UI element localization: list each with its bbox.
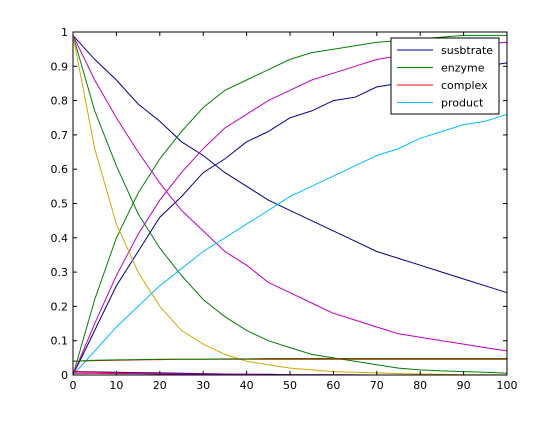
series-line-9: [72, 358, 507, 362]
axes-layer: 0 10 20 30 40 50 60 70 80 90 100 0 0.1 0.2 0.3 0.4 0.5 0.…: [51, 26, 518, 392]
y-tick-label: 0: [61, 369, 68, 382]
x-tick-label: 60: [326, 379, 340, 392]
y-tick-label: 0.6: [51, 163, 69, 176]
y-tick-label: 0.7: [51, 129, 69, 142]
x-tick-label: 20: [153, 379, 167, 392]
y-tick-label: 0.8: [51, 95, 69, 108]
y-tick-label: 0.2: [51, 300, 69, 313]
x-tick-label: 10: [109, 379, 123, 392]
y-tick-label: 0.3: [51, 266, 69, 279]
y-tick-label: 0.9: [51, 60, 69, 73]
x-tick-label: 70: [370, 379, 384, 392]
x-tick-label: 90: [457, 379, 471, 392]
x-tick-label: 80: [413, 379, 427, 392]
series-line-2: [72, 35, 508, 374]
legend-label-3: product: [441, 97, 484, 110]
series-line-6: [72, 35, 508, 376]
x-tick-label: 40: [240, 379, 254, 392]
legend-box: [390, 37, 500, 115]
x-tick-label: 30: [196, 379, 210, 392]
x-tick-label: 50: [283, 379, 297, 392]
x-tick-label: 0: [70, 379, 77, 392]
y-tick-label: 0.4: [51, 232, 69, 245]
y-tick-label: 0.1: [51, 335, 69, 348]
series-line-0: [72, 35, 508, 294]
x-tick-label: 100: [497, 379, 518, 392]
y-tick-label: 1: [61, 26, 68, 39]
legend-label-0: susbtrate: [441, 44, 493, 57]
legend-label-1: enzyme: [441, 62, 485, 75]
series-line-4: [72, 35, 508, 352]
series-line-7: [72, 113, 508, 376]
legend-label-2: complex: [441, 79, 488, 92]
legend: susbtrate enzyme complex product: [390, 37, 500, 115]
y-tick-label: 0.5: [51, 198, 69, 211]
